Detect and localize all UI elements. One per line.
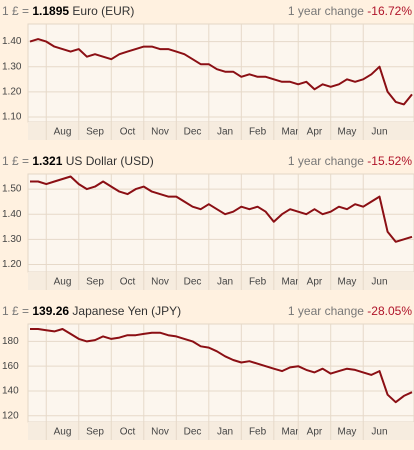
x-tick-label: Sep [86, 127, 104, 138]
rate-prefix: 1 £ = [2, 304, 29, 318]
x-tick-label: Mar [281, 127, 299, 138]
x-tick-label: Feb [249, 127, 267, 138]
x-axis-band [28, 422, 414, 440]
x-tick-label: Oct [120, 277, 136, 288]
x-tick-label: Dec [184, 277, 202, 288]
rate-prefix: 1 £ = [2, 4, 29, 18]
x-tick-label: May [338, 277, 357, 288]
change-label: 1 year change [288, 4, 364, 18]
x-tick-label: Mar [281, 427, 299, 438]
x-tick-label: Jan [217, 277, 233, 288]
rate-value: 1.321 [32, 154, 62, 168]
x-tick-label: Feb [249, 427, 267, 438]
y-tick-label: 1.10 [2, 112, 22, 123]
change-header: 1 year change -28.05% [288, 304, 412, 318]
change-value: -28.05% [367, 304, 412, 318]
change-label: 1 year change [288, 304, 364, 318]
y-tick-label: 1.20 [2, 259, 22, 270]
x-tick-label: Oct [120, 127, 136, 138]
rate-prefix: 1 £ = [2, 154, 29, 168]
x-tick-label: Oct [120, 427, 136, 438]
x-tick-label: Jun [371, 277, 387, 288]
x-tick-label: Aug [54, 427, 72, 438]
x-tick-label: May [338, 127, 357, 138]
change-value: -16.72% [367, 4, 412, 18]
plot-area [27, 173, 414, 273]
x-tick-label: Jun [371, 427, 387, 438]
change-value: -15.52% [367, 154, 412, 168]
x-tick-label: Feb [249, 277, 267, 288]
currency-name: Euro (EUR) [72, 4, 134, 18]
rate-header: 1 £ = 1.1895 Euro (EUR) [2, 4, 134, 18]
y-tick-label: 1.40 [2, 209, 22, 220]
y-tick-label: 1.30 [2, 61, 22, 72]
x-tick-label: May [338, 427, 357, 438]
x-tick-label: Apr [307, 277, 323, 288]
y-tick-label: 1.50 [2, 184, 22, 195]
x-tick-label: Mar [281, 277, 299, 288]
y-tick-label: 1.40 [2, 36, 22, 47]
plot-area [27, 323, 414, 423]
x-tick-label: Nov [151, 127, 169, 138]
x-tick-label: Dec [184, 127, 202, 138]
x-tick-label: Sep [86, 277, 104, 288]
price-line [30, 175, 413, 243]
y-tick-label: 1.30 [2, 234, 22, 245]
y-tick-label: 180 [2, 336, 19, 347]
x-tick-label: Sep [86, 427, 104, 438]
rate-header: 1 £ = 139.26 Japanese Yen (JPY) [2, 304, 181, 318]
rate-header: 1 £ = 1.321 US Dollar (USD) [2, 154, 154, 168]
x-tick-label: Nov [151, 277, 169, 288]
change-label: 1 year change [288, 154, 364, 168]
change-header: 1 year change -16.72% [288, 4, 412, 18]
x-tick-label: Jan [217, 427, 233, 438]
x-axis-band [28, 272, 414, 290]
x-tick-label: Nov [151, 427, 169, 438]
x-tick-label: Dec [184, 427, 202, 438]
currency-name: US Dollar (USD) [66, 154, 154, 168]
x-tick-label: Apr [307, 127, 323, 138]
rate-value: 139.26 [32, 304, 69, 318]
x-tick-label: Apr [307, 427, 323, 438]
currency-name: Japanese Yen (JPY) [72, 304, 181, 318]
x-tick-label: Jun [371, 127, 387, 138]
change-header: 1 year change -15.52% [288, 154, 412, 168]
price-line [29, 38, 413, 106]
price-line [30, 328, 413, 404]
plot-area [27, 23, 414, 123]
rate-value: 1.1895 [32, 4, 69, 18]
y-tick-label: 140 [2, 386, 19, 397]
x-tick-label: Aug [54, 127, 72, 138]
y-tick-label: 120 [2, 410, 19, 421]
x-tick-label: Aug [54, 277, 72, 288]
y-tick-label: 160 [2, 361, 19, 372]
x-axis-band [28, 122, 414, 140]
y-tick-label: 1.20 [2, 86, 22, 97]
x-tick-label: Jan [217, 127, 233, 138]
